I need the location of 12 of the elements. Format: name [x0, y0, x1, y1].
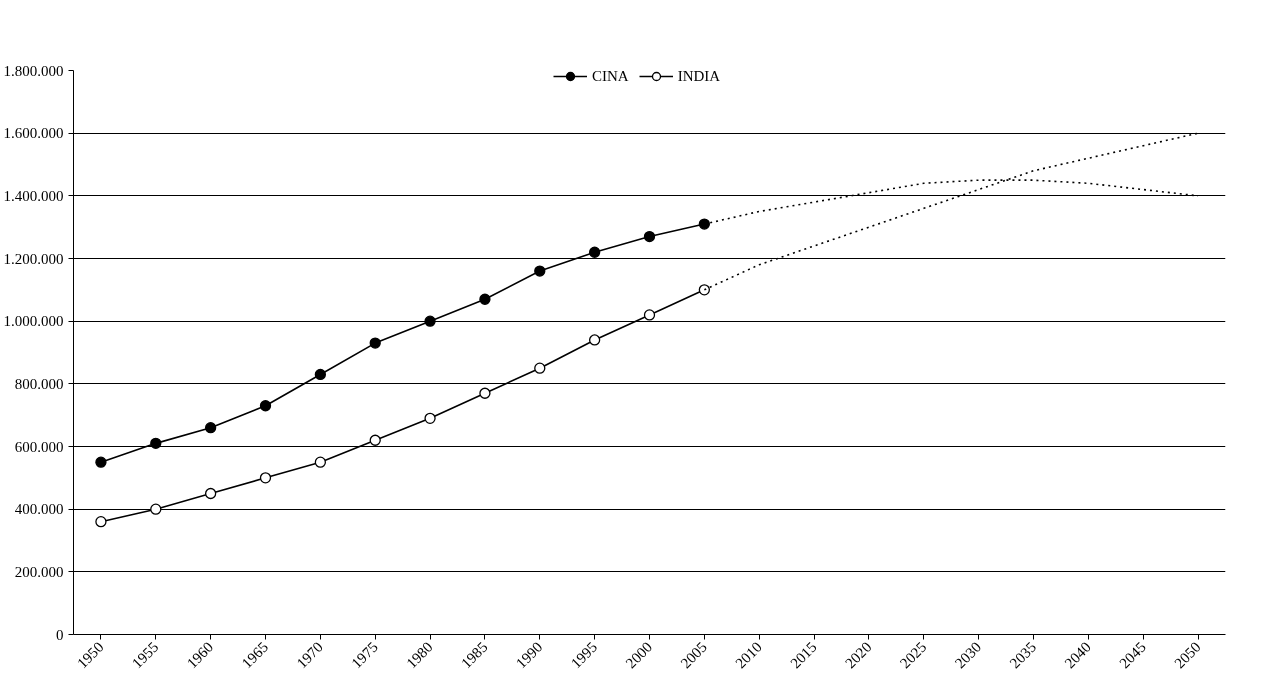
y-tick-label: 1.400.000	[3, 187, 64, 204]
y-tick-label: 1.800.000	[3, 62, 64, 79]
legend-label: CINA	[592, 69, 629, 85]
y-tick-label: 400.000	[14, 501, 64, 518]
y-tick-label: 1.600.000	[3, 125, 64, 142]
y-tick-label: 800.000	[14, 375, 64, 392]
legend-label: INDIA	[677, 69, 721, 85]
y-tick-label: 200.000	[14, 563, 64, 580]
y-tick-label: 0	[56, 626, 64, 643]
y-tick-label: 1.000.000	[3, 313, 64, 330]
y-tick-label: 1.200.000	[3, 250, 64, 267]
y-tick-label: 600.000	[14, 438, 64, 455]
